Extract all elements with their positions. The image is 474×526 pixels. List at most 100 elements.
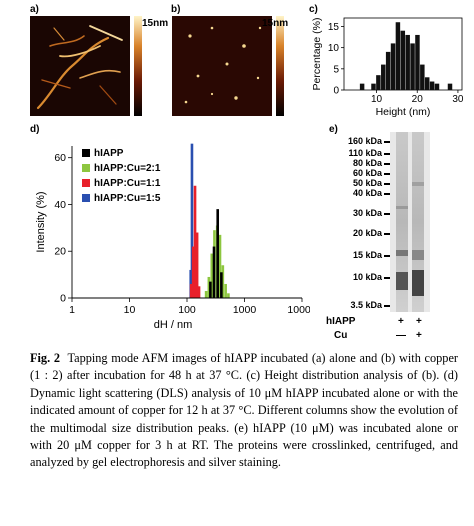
histogram-bar — [429, 81, 435, 90]
histogram-bar — [385, 51, 391, 90]
dls-bar — [210, 253, 214, 298]
legend-swatch — [82, 194, 90, 202]
legend-label: hIAPP:Cu=1:1 — [94, 178, 161, 189]
gel-marker-label: 15 kDa — [352, 250, 382, 260]
x-tick-label: 20 — [412, 94, 424, 105]
legend-label: hIAPP:Cu=1:5 — [94, 193, 161, 204]
x-tick-label: 30 — [452, 94, 464, 105]
legend-label: hIAPP — [94, 148, 124, 159]
dls-bar — [193, 185, 197, 298]
dls-bar — [224, 283, 227, 298]
y-tick-label: 60 — [54, 152, 66, 164]
histogram-bar — [434, 83, 440, 90]
y-tick-label: 15 — [328, 22, 340, 33]
colorbar-b — [276, 16, 284, 116]
legend-swatch — [82, 164, 90, 172]
y-tick-label: 0 — [60, 293, 66, 305]
x-tick-label: 1000 — [233, 304, 257, 316]
colorbar-a — [134, 16, 142, 116]
gel-marker-band — [384, 277, 390, 279]
histogram-bar — [415, 34, 420, 90]
gel-marker-band — [384, 183, 390, 185]
panel-label-c: c) — [309, 4, 318, 15]
histogram-bar — [410, 43, 415, 90]
dls-bar — [189, 283, 193, 298]
x-tick-label: 1 — [69, 304, 75, 316]
legend-swatch — [82, 149, 90, 157]
histogram-bar — [400, 30, 406, 90]
gel-marker-label: 20 kDa — [352, 228, 382, 238]
histogram-bar — [376, 75, 381, 90]
gel-hiapp-lane1: + — [398, 316, 404, 327]
dls-bar — [221, 265, 225, 298]
dls-bar — [216, 209, 220, 298]
gel-image — [390, 132, 430, 312]
gel-marker-label: 160 kDa — [347, 136, 382, 146]
gel-marker-band — [384, 193, 390, 195]
x-tick-label: 10 — [124, 304, 136, 316]
dls-bar — [209, 281, 212, 298]
dls-bar — [197, 286, 201, 298]
gel-marker-label: 110 kDa — [348, 148, 382, 158]
y-tick-label: 0 — [333, 86, 339, 97]
gel-row-hiapp: hIAPP — [326, 316, 356, 327]
dls-bar — [212, 246, 216, 298]
gel-marker-band — [384, 255, 390, 257]
gel-marker-label: 3.5 kDa — [350, 300, 382, 310]
gel-panel: 160 kDa 110 kDa 80 kDa 60 kDa 50 kDa 40 kDa 30… — [320, 132, 470, 344]
y-tick-label: 10 — [328, 43, 340, 54]
gel-marker-label: 30 kDa — [352, 208, 382, 218]
gel-marker-label: 10 kDa — [352, 272, 382, 282]
gel-marker-band — [384, 153, 390, 155]
caption-figure-number: Fig. 2 — [30, 351, 60, 365]
x-tick-label: 100 — [178, 304, 196, 316]
y-tick-label: 40 — [54, 199, 66, 211]
afm-image-alone — [30, 16, 130, 116]
legend-swatch — [82, 179, 90, 187]
gel-hiapp-lane2: + — [416, 316, 422, 327]
histogram-bar — [447, 83, 453, 90]
histogram-bar — [381, 64, 386, 90]
afm-image-copper — [172, 16, 272, 116]
gel-marker-band — [384, 163, 390, 165]
x-axis-label: dH / nm — [154, 319, 193, 331]
histogram-bar — [395, 22, 401, 91]
dls-bar — [195, 232, 199, 298]
dls-bar — [218, 234, 222, 298]
panel-label-e: e) — [329, 124, 338, 135]
gel-marker-label: 60 kDa — [352, 168, 382, 178]
histogram-bar — [371, 83, 376, 90]
histogram-bar — [420, 64, 425, 90]
dls-bar — [191, 246, 195, 298]
gel-marker-band — [384, 141, 390, 143]
histogram-bar — [424, 77, 430, 90]
gel-marker-band — [384, 233, 390, 235]
height-distribution-chart: 10 20 30 0 5 10 15 Height (nm) Percentage (%) — [311, 18, 464, 118]
gel-cu-lane1: — — [396, 330, 406, 341]
y-axis-label: Percentage (%) — [311, 18, 323, 91]
gel-marker-label: 40 kDa — [352, 188, 382, 198]
histogram-bar — [359, 83, 365, 90]
y-axis-label: Intensity (%) — [35, 191, 47, 252]
y-tick-label: 20 — [54, 246, 66, 258]
dls-bar — [207, 276, 211, 298]
gel-cu-lane2: + — [416, 330, 422, 341]
dls-bar — [227, 293, 230, 298]
legend-label: hIAPP:Cu=2:1 — [94, 163, 161, 174]
colorbar-label-a: 15nm — [142, 18, 169, 29]
gel-marker-label: 80 kDa — [352, 158, 382, 168]
panel-label-d: d) — [30, 124, 40, 135]
dls-bar — [220, 272, 223, 298]
gel-marker-band — [384, 305, 390, 307]
caption-text: Tapping mode AFM images of hIAPP incubat… — [30, 351, 458, 470]
colorbar-label-b: 15nm — [262, 18, 289, 29]
panel-label-b: b) — [171, 4, 181, 15]
x-axis-label: Height (nm) — [376, 106, 431, 118]
x-tick-label: 10 — [371, 94, 383, 105]
gel-row-cu: Cu — [334, 330, 348, 341]
dls-bar — [204, 290, 208, 298]
gel-marker-band — [384, 213, 390, 215]
gel-marker-label: 50 kDa — [352, 178, 382, 188]
